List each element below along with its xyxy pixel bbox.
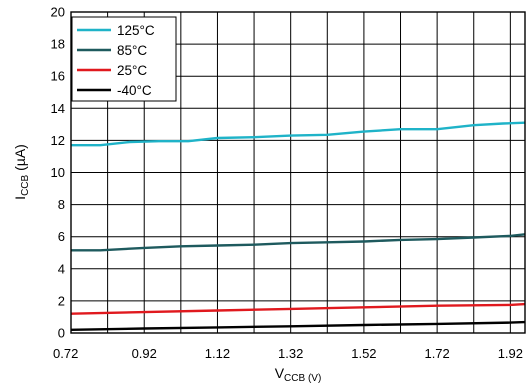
series-line: [70, 320, 526, 331]
x-tick-label: 1.12: [205, 346, 230, 361]
y-tick-labels: 0 2 4 6 8 10 12 14 16 18 20: [51, 5, 65, 341]
y-tick-label: 14: [51, 101, 65, 116]
plot-frame: [70, 11, 526, 334]
series-line: [71, 121, 526, 147]
series-line: [70, 302, 526, 315]
legend-label: -40°C: [117, 83, 152, 98]
x-axis-label: VCCB (V): [275, 365, 322, 384]
y-tick-label: 2: [58, 293, 65, 308]
y-axis-label-main: I: [12, 196, 28, 200]
legend-label: 125°C: [117, 23, 155, 38]
x-tick-label: 1.32: [278, 346, 303, 361]
x-tick-label: 1.92: [498, 346, 523, 361]
y-axis-label: ICCB (µA): [12, 144, 31, 200]
y-tick-label: 18: [51, 37, 65, 52]
series-lines: [70, 121, 526, 331]
series-line: [71, 233, 526, 252]
x-axis-label-main: V: [275, 365, 285, 381]
y-tick-label: 10: [51, 165, 65, 180]
y-tick-label: 6: [58, 229, 65, 244]
y-tick-label: 12: [51, 133, 65, 148]
y-tick-label: 16: [51, 69, 65, 84]
y-tick-label: 4: [58, 261, 65, 276]
y-tick-label: 8: [58, 197, 65, 212]
y-axis-label-unit: (µA): [12, 144, 28, 175]
y-tick-label: 20: [51, 5, 65, 20]
x-tick-label: 0.72: [53, 346, 78, 361]
x-tick-label: 0.92: [132, 346, 157, 361]
y-tick-label: 0: [58, 326, 65, 341]
y-axis-label-sub: CCB: [20, 174, 31, 195]
x-axis-label-sub: CCB (V): [284, 373, 321, 384]
x-tick-label: 1.72: [424, 346, 449, 361]
legend-label: 85°C: [117, 43, 147, 58]
legend-label: 25°C: [117, 63, 147, 78]
legend: 125°C 85°C 25°C -40°C: [71, 16, 177, 102]
x-tick-label: 1.52: [351, 346, 376, 361]
x-tick-labels: 0.72 0.92 1.12 1.32 1.52 1.72 1.92: [53, 346, 523, 361]
